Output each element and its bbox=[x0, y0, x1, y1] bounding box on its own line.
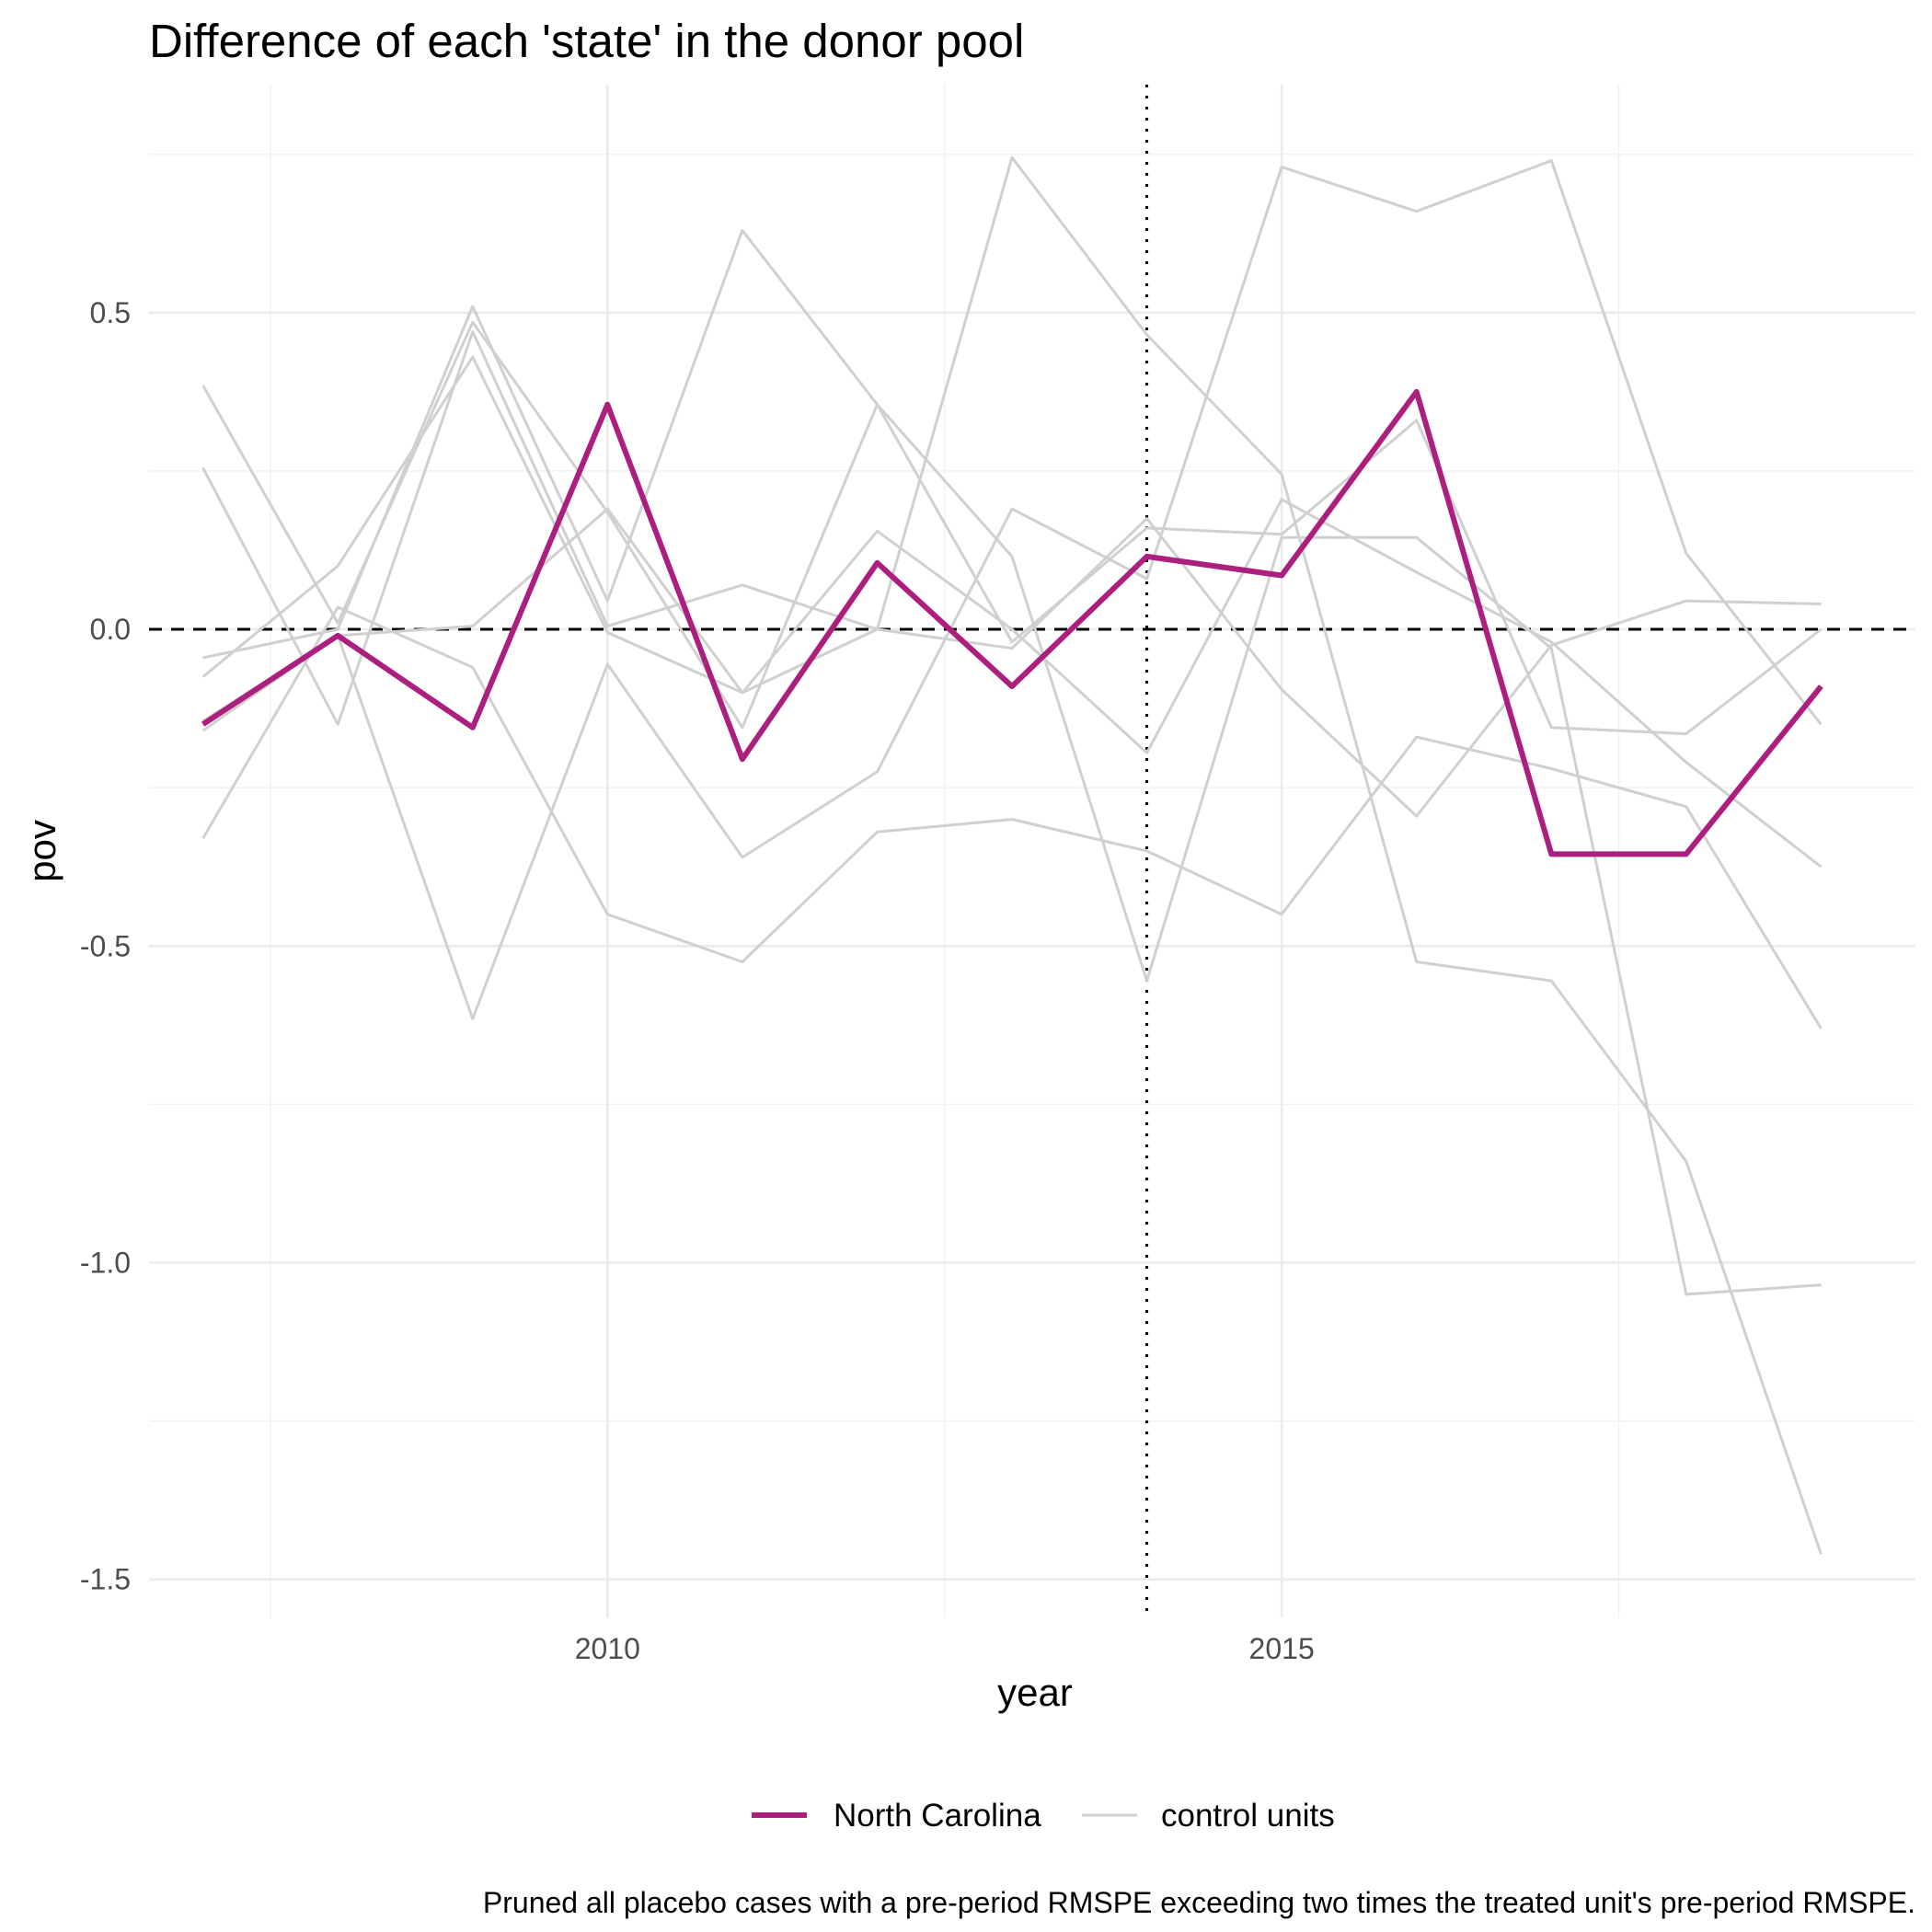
y-tick-label: 0.5 bbox=[90, 296, 131, 329]
y-tick-label: -0.5 bbox=[80, 929, 131, 962]
y-tick-label: -1.0 bbox=[80, 1246, 131, 1279]
axis-ticks: 0.5 0.0 -0.5 -1.0 -1.5 2010 2015 bbox=[80, 296, 1315, 1665]
legend-label-north-carolina: North Carolina bbox=[834, 1798, 1041, 1834]
north-carolina-line bbox=[201, 388, 1823, 857]
y-tick-label: -1.5 bbox=[80, 1563, 131, 1596]
x-tick-label: 2010 bbox=[575, 1632, 640, 1665]
control-unit-line-1 bbox=[201, 320, 1822, 1296]
chart-caption: Pruned all placebo cases with a pre-peri… bbox=[483, 1886, 1915, 1919]
treated-series-group bbox=[201, 388, 1823, 857]
control-unit-line-7 bbox=[201, 498, 1823, 868]
x-axis-title: year bbox=[997, 1671, 1073, 1714]
grid-lines bbox=[149, 85, 1915, 1617]
y-tick-label: 0.0 bbox=[90, 613, 131, 646]
control-unit-line-5 bbox=[201, 605, 1823, 1029]
control-unit-line-6 bbox=[201, 159, 1823, 1020]
control-unit-line-4 bbox=[201, 155, 1823, 1555]
control-series-group bbox=[201, 155, 1823, 1555]
legend-label-control-units: control units bbox=[1161, 1798, 1335, 1834]
control-unit-line-3 bbox=[202, 228, 1823, 736]
y-axis-title: pov bbox=[20, 820, 63, 882]
chart-title: Difference of each 'state' in the donor … bbox=[149, 15, 1024, 67]
legend: North Carolina control units bbox=[752, 1798, 1335, 1834]
x-tick-label: 2015 bbox=[1249, 1632, 1315, 1665]
control-unit-line-2 bbox=[201, 330, 1822, 818]
